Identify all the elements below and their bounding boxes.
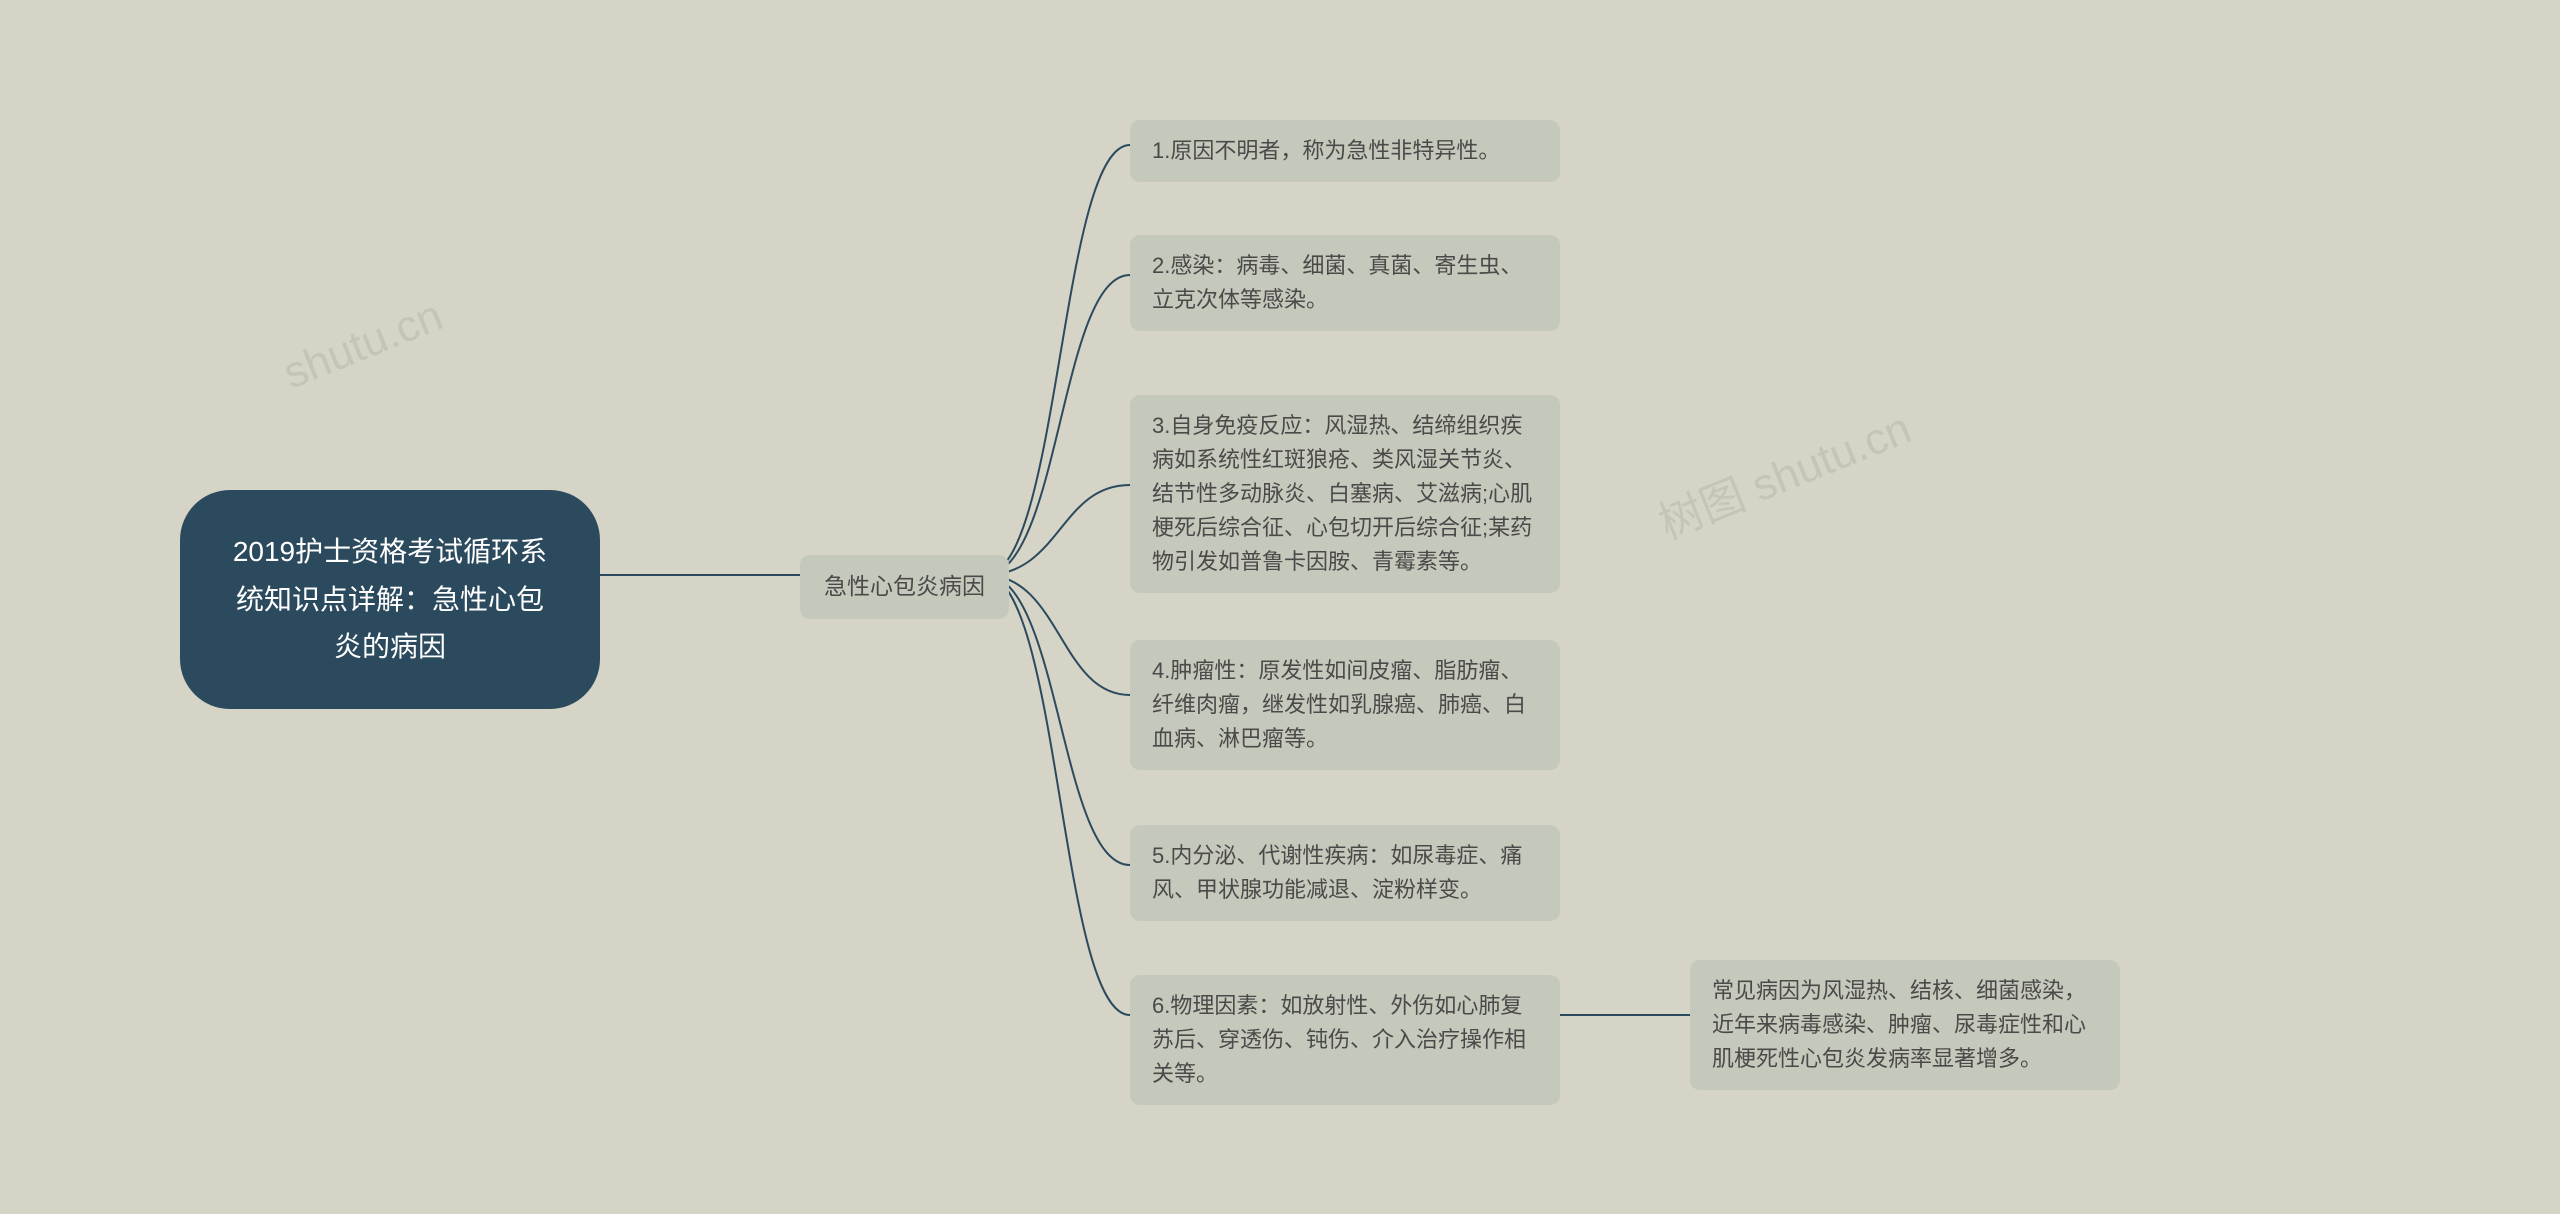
level2-node-2[interactable]: 2.感染：病毒、细菌、真菌、寄生虫、立克次体等感染。 [1130, 235, 1560, 331]
level2-node-5[interactable]: 5.内分泌、代谢性疾病：如尿毒症、痛风、甲状腺功能减退、淀粉样变。 [1130, 825, 1560, 921]
mindmap-container: 2019护士资格考试循环系统知识点详解：急性心包炎的病因 急性心包炎病因 1.原… [0, 0, 2560, 1214]
level2-text: 5.内分泌、代谢性疾病：如尿毒症、痛风、甲状腺功能减退、淀粉样变。 [1152, 843, 1522, 902]
level3-node[interactable]: 常见病因为风湿热、结核、细菌感染，近年来病毒感染、肿瘤、尿毒症性和心肌梗死性心包… [1690, 960, 2120, 1090]
level3-text: 常见病因为风湿热、结核、细菌感染，近年来病毒感染、肿瘤、尿毒症性和心肌梗死性心包… [1712, 978, 2086, 1071]
level2-text: 2.感染：病毒、细菌、真菌、寄生虫、立克次体等感染。 [1152, 253, 1522, 312]
watermark-1: shutu.cn [277, 291, 450, 400]
level2-text: 1.原因不明者，称为急性非特异性。 [1152, 138, 1500, 163]
level2-text: 3.自身免疫反应：风湿热、结缔组织疾病如系统性红斑狼疮、类风湿关节炎、结节性多动… [1152, 413, 1532, 574]
level2-node-3[interactable]: 3.自身免疫反应：风湿热、结缔组织疾病如系统性红斑狼疮、类风湿关节炎、结节性多动… [1130, 395, 1560, 593]
level2-node-6[interactable]: 6.物理因素：如放射性、外伤如心肺复苏后、穿透伤、钝伤、介入治疗操作相关等。 [1130, 975, 1560, 1105]
level2-text: 6.物理因素：如放射性、外伤如心肺复苏后、穿透伤、钝伤、介入治疗操作相关等。 [1152, 993, 1526, 1086]
level1-node[interactable]: 急性心包炎病因 [800, 555, 1009, 619]
level1-text: 急性心包炎病因 [824, 573, 985, 599]
level2-node-1[interactable]: 1.原因不明者，称为急性非特异性。 [1130, 120, 1560, 182]
root-node[interactable]: 2019护士资格考试循环系统知识点详解：急性心包炎的病因 [180, 490, 600, 709]
watermark-2: 树图 shutu.cn [1648, 392, 1919, 551]
level2-node-4[interactable]: 4.肿瘤性：原发性如间皮瘤、脂肪瘤、纤维肉瘤，继发性如乳腺癌、肺癌、白血病、淋巴… [1130, 640, 1560, 770]
root-text: 2019护士资格考试循环系统知识点详解：急性心包炎的病因 [233, 536, 547, 662]
level2-text: 4.肿瘤性：原发性如间皮瘤、脂肪瘤、纤维肉瘤，继发性如乳腺癌、肺癌、白血病、淋巴… [1152, 658, 1526, 751]
